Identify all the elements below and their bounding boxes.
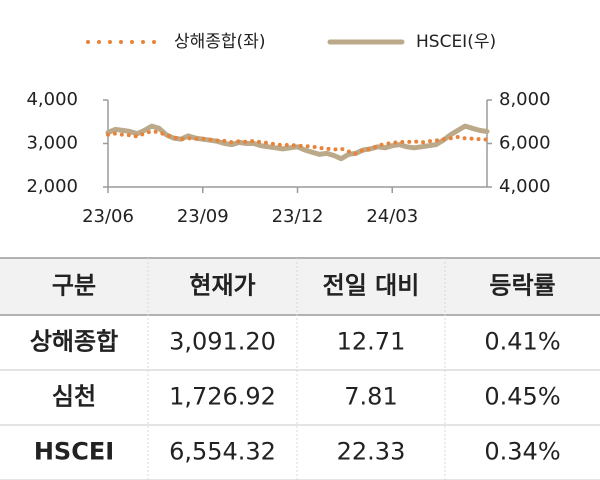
table-cell: 12.71 [337,328,406,356]
table-row-label: 상해종합 [30,328,118,356]
table-cell: 22.33 [337,438,406,466]
table-header-cell: 등락률 [489,272,555,300]
table-row-label: HSCEI [34,438,114,466]
table-cell: 6,554.32 [169,438,276,466]
table-row-label: 심천 [52,383,96,411]
y2-tick-label: 8,000 [499,89,551,110]
table-header-cell: 현재가 [189,272,255,300]
x-tick-label: 24/03 [366,206,418,227]
table-cell: 0.41% [484,328,560,356]
x-tick-label: 23/12 [272,206,324,227]
table-header-cell: 구분 [52,272,96,300]
y-tick-label: 2,000 [26,176,78,197]
x-tick-label: 23/06 [82,206,134,227]
table-cell: 7.81 [344,383,397,411]
y2-tick-label: 6,000 [499,133,551,154]
series-line [105,123,490,162]
y-tick-label: 3,000 [26,133,78,154]
table-header-cell: 전일 대비 [323,272,420,300]
legend-label: 상해종합(좌) [174,32,265,52]
table-cell: 0.45% [484,383,560,411]
y2-tick-label: 4,000 [499,176,551,197]
legend-label: HSCEI(우) [416,32,496,52]
table-header-bg [0,258,600,315]
series-line [106,129,489,156]
y-tick-label: 4,000 [26,89,78,110]
table-cell: 3,091.20 [169,328,276,356]
table-cell: 0.34% [484,438,560,466]
x-tick-label: 23/09 [177,206,229,227]
table-cell: 1,726.92 [169,383,276,411]
